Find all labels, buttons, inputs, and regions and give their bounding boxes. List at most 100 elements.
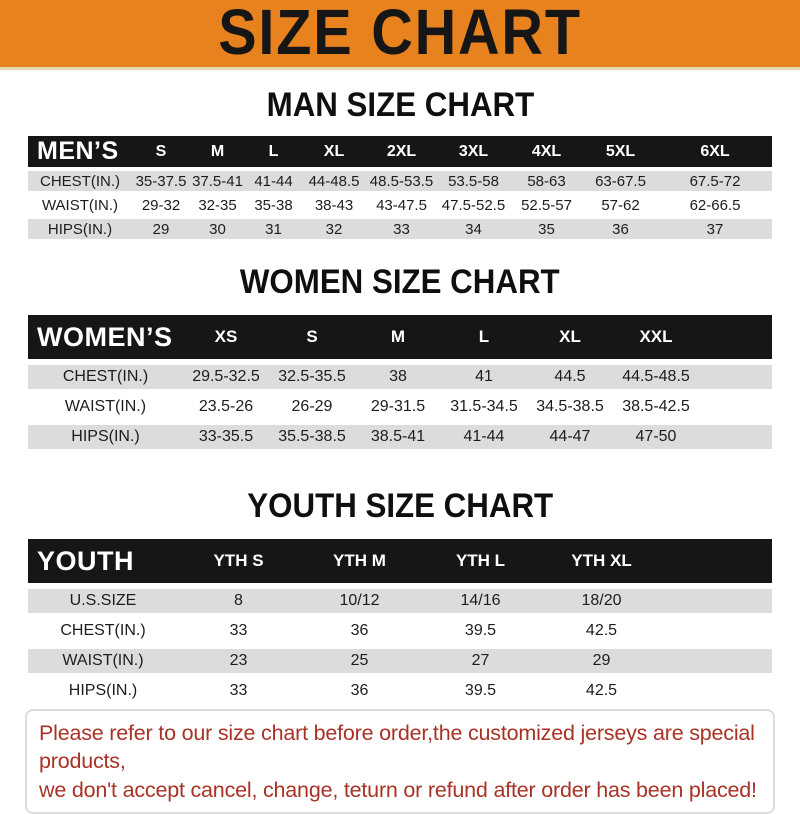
size-cell-hips-in-yth-l: 39.5 — [464, 682, 497, 699]
size-cell-waist-in-s: 29-32 — [141, 196, 181, 214]
size-cell-chest-in-yth-xl: 42.5 — [585, 622, 618, 639]
column-header-5xl: 5XL — [605, 142, 636, 160]
size-cell-chest-in-xl: 44-48.5 — [308, 172, 360, 190]
column-header-l: L — [478, 327, 490, 346]
size-cell-waist-in-m: 29-31.5 — [370, 398, 426, 415]
column-header-yth-s: YTH S — [213, 551, 264, 570]
column-header-2xl: 2XL — [386, 142, 417, 160]
size-cell-chest-in-3xl: 53.5-58 — [448, 172, 499, 190]
womens-table-header: WOMEN’S XS S M L XL XXL — [28, 315, 772, 359]
mens-heading: MAN SIZE CHART — [0, 87, 800, 123]
size-cell-chest-in-yth-s: 33 — [229, 622, 248, 639]
mens-row-label-waist-in: WAIST(IN.) — [41, 196, 119, 214]
mens-table-title: MEN’S — [37, 137, 119, 165]
size-cell-hips-in-yth-m: 36 — [350, 682, 369, 699]
womens-row-hips-in: HIPS(IN.) 33-35.5 35.5-38.5 38.5-41 41-44 44-… — [28, 425, 772, 449]
womens-row-chest-in: CHEST(IN.) 29.5-32.5 32.5-35.5 38 41 44.5 44.5… — [28, 365, 772, 389]
size-cell-hips-in-xl: 44-47 — [549, 428, 591, 445]
womens-size-table: WOMEN’S XS S M L XL XXL CHEST(IN.) 29.5-32.5 32.5… — [28, 315, 772, 449]
notice-line-2: we don't accept cancel, change, teturn o… — [39, 777, 757, 802]
womens-heading-text: WOMEN SIZE CHART — [240, 263, 560, 301]
size-chart-sections: MAN SIZE CHART MEN’S S M L XL 2XL 3XL 4XL 5XL 6XL C… — [0, 87, 800, 703]
size-cell-chest-in-s: 32.5-35.5 — [278, 368, 346, 385]
size-cell-waist-in-yth-l: 27 — [471, 652, 490, 669]
size-cell-chest-in-5xl: 63-67.5 — [595, 172, 646, 190]
order-notice: Please refer to our size chart before or… — [25, 709, 775, 814]
womens-table-title: WOMEN’S — [37, 321, 173, 352]
size-cell-chest-in-xs: 29.5-32.5 — [192, 368, 260, 385]
mens-heading-text: MAN SIZE CHART — [266, 86, 534, 124]
size-cell-hips-in-2xl: 33 — [393, 220, 410, 238]
size-cell-chest-in-m: 37.5-41 — [192, 172, 243, 190]
size-cell-waist-in-6xl: 62-66.5 — [689, 196, 741, 214]
size-cell-hips-in-m: 30 — [209, 220, 226, 238]
size-cell-hips-in-3xl: 34 — [465, 220, 482, 238]
size-cell-waist-in-xl: 34.5-38.5 — [536, 398, 604, 415]
size-cell-chest-in-xxl: 44.5-48.5 — [622, 368, 690, 385]
mens-row-waist-in: WAIST(IN.) 29-32 32-35 35-38 38-43 43-47.5 47.… — [28, 195, 772, 215]
size-cell-hips-in-4xl: 35 — [538, 220, 555, 238]
size-cell-hips-in-yth-s: 33 — [229, 682, 248, 699]
column-header-xs: XS — [214, 327, 238, 346]
column-header-s: S — [155, 142, 167, 160]
mens-table-header: MEN’S S M L XL 2XL 3XL 4XL 5XL 6XL — [28, 136, 772, 167]
mens-row-label-chest-in: CHEST(IN.) — [40, 172, 120, 190]
youth-size-table: YOUTH YTH S YTH M YTH L YTH XL U.S.SIZE 8 10/12… — [28, 539, 772, 703]
size-cell-waist-in-l: 31.5-34.5 — [450, 398, 518, 415]
size-cell-waist-in-m: 32-35 — [198, 196, 237, 214]
size-cell-u-s-size-yth-xl: 18/20 — [581, 592, 622, 609]
youth-row-label-waist-in: WAIST(IN.) — [62, 652, 144, 669]
youth-section: YOUTH SIZE CHART YOUTH YTH S YTH M YTH L YTH … — [0, 488, 800, 703]
youth-row-label-hips-in: HIPS(IN.) — [68, 682, 138, 699]
column-header-s: S — [306, 327, 318, 346]
size-cell-chest-in-yth-l: 39.5 — [464, 622, 497, 639]
size-cell-u-s-size-yth-m: 10/12 — [339, 592, 380, 609]
size-cell-chest-in-6xl: 67.5-72 — [689, 172, 741, 190]
size-cell-hips-in-xs: 33-35.5 — [198, 428, 254, 445]
size-cell-hips-in-l: 41-44 — [463, 428, 505, 445]
column-header-m: M — [390, 327, 406, 346]
size-cell-waist-in-4xl: 52.5-57 — [521, 196, 572, 214]
size-cell-waist-in-xs: 23.5-26 — [198, 398, 254, 415]
womens-row-label-chest-in: CHEST(IN.) — [62, 368, 149, 385]
youth-row-label-u-s-size: U.S.SIZE — [69, 592, 137, 609]
size-cell-hips-in-6xl: 37 — [706, 220, 724, 238]
column-header-yth-l: YTH L — [455, 551, 506, 570]
womens-row-label-waist-in: WAIST(IN.) — [64, 398, 147, 415]
size-cell-chest-in-2xl: 48.5-53.5 — [369, 172, 434, 190]
column-header-xl: XL — [323, 142, 345, 160]
size-cell-u-s-size-yth-l: 14/16 — [460, 592, 501, 609]
youth-row-label-chest-in: CHEST(IN.) — [60, 622, 146, 639]
mens-row-hips-in: HIPS(IN.) 29 30 31 32 33 34 35 36 37 — [28, 219, 772, 239]
size-cell-waist-in-s: 26-29 — [291, 398, 333, 415]
womens-row-waist-in: WAIST(IN.) 23.5-26 26-29 29-31.5 31.5-34.5 34… — [28, 395, 772, 419]
size-cell-hips-in-s: 29 — [152, 220, 170, 238]
size-cell-waist-in-yth-s: 23 — [229, 652, 248, 669]
size-cell-waist-in-xxl: 38.5-42.5 — [622, 398, 690, 415]
size-cell-waist-in-5xl: 57-62 — [601, 196, 640, 214]
size-cell-u-s-size-yth-s: 8 — [234, 592, 243, 609]
size-cell-chest-in-4xl: 58-63 — [527, 172, 566, 190]
youth-row-hips-in: HIPS(IN.) 33 36 39.5 42.5 — [28, 679, 772, 703]
size-cell-chest-in-l: 41 — [475, 368, 493, 385]
size-cell-chest-in-m: 38 — [389, 368, 407, 385]
mens-row-label-hips-in: HIPS(IN.) — [47, 220, 113, 238]
size-cell-chest-in-l: 41-44 — [254, 172, 293, 190]
column-header-xl: XL — [559, 327, 581, 346]
mens-row-chest-in: CHEST(IN.) 35-37.5 37.5-41 41-44 44-48.5 48.5… — [28, 171, 772, 191]
size-cell-chest-in-yth-m: 36 — [350, 622, 369, 639]
mens-section: MAN SIZE CHART MEN’S S M L XL 2XL 3XL 4XL 5XL 6XL C… — [0, 87, 800, 239]
size-cell-chest-in-xl: 44.5 — [554, 368, 586, 385]
column-header-6xl: 6XL — [700, 142, 730, 160]
size-cell-waist-in-yth-m: 25 — [350, 652, 369, 669]
size-cell-hips-in-xxl: 47-50 — [635, 428, 677, 445]
youth-row-waist-in: WAIST(IN.) 23 25 27 29 — [28, 649, 772, 673]
youth-heading-text: YOUTH SIZE CHART — [247, 487, 553, 525]
column-header-m: M — [210, 142, 225, 160]
youth-table-title: YOUTH — [37, 545, 134, 576]
column-header-xxl: XXL — [639, 327, 673, 346]
column-header-yth-xl: YTH XL — [571, 551, 632, 570]
size-cell-hips-in-yth-xl: 42.5 — [585, 682, 618, 699]
womens-heading: WOMEN SIZE CHART — [0, 264, 800, 300]
